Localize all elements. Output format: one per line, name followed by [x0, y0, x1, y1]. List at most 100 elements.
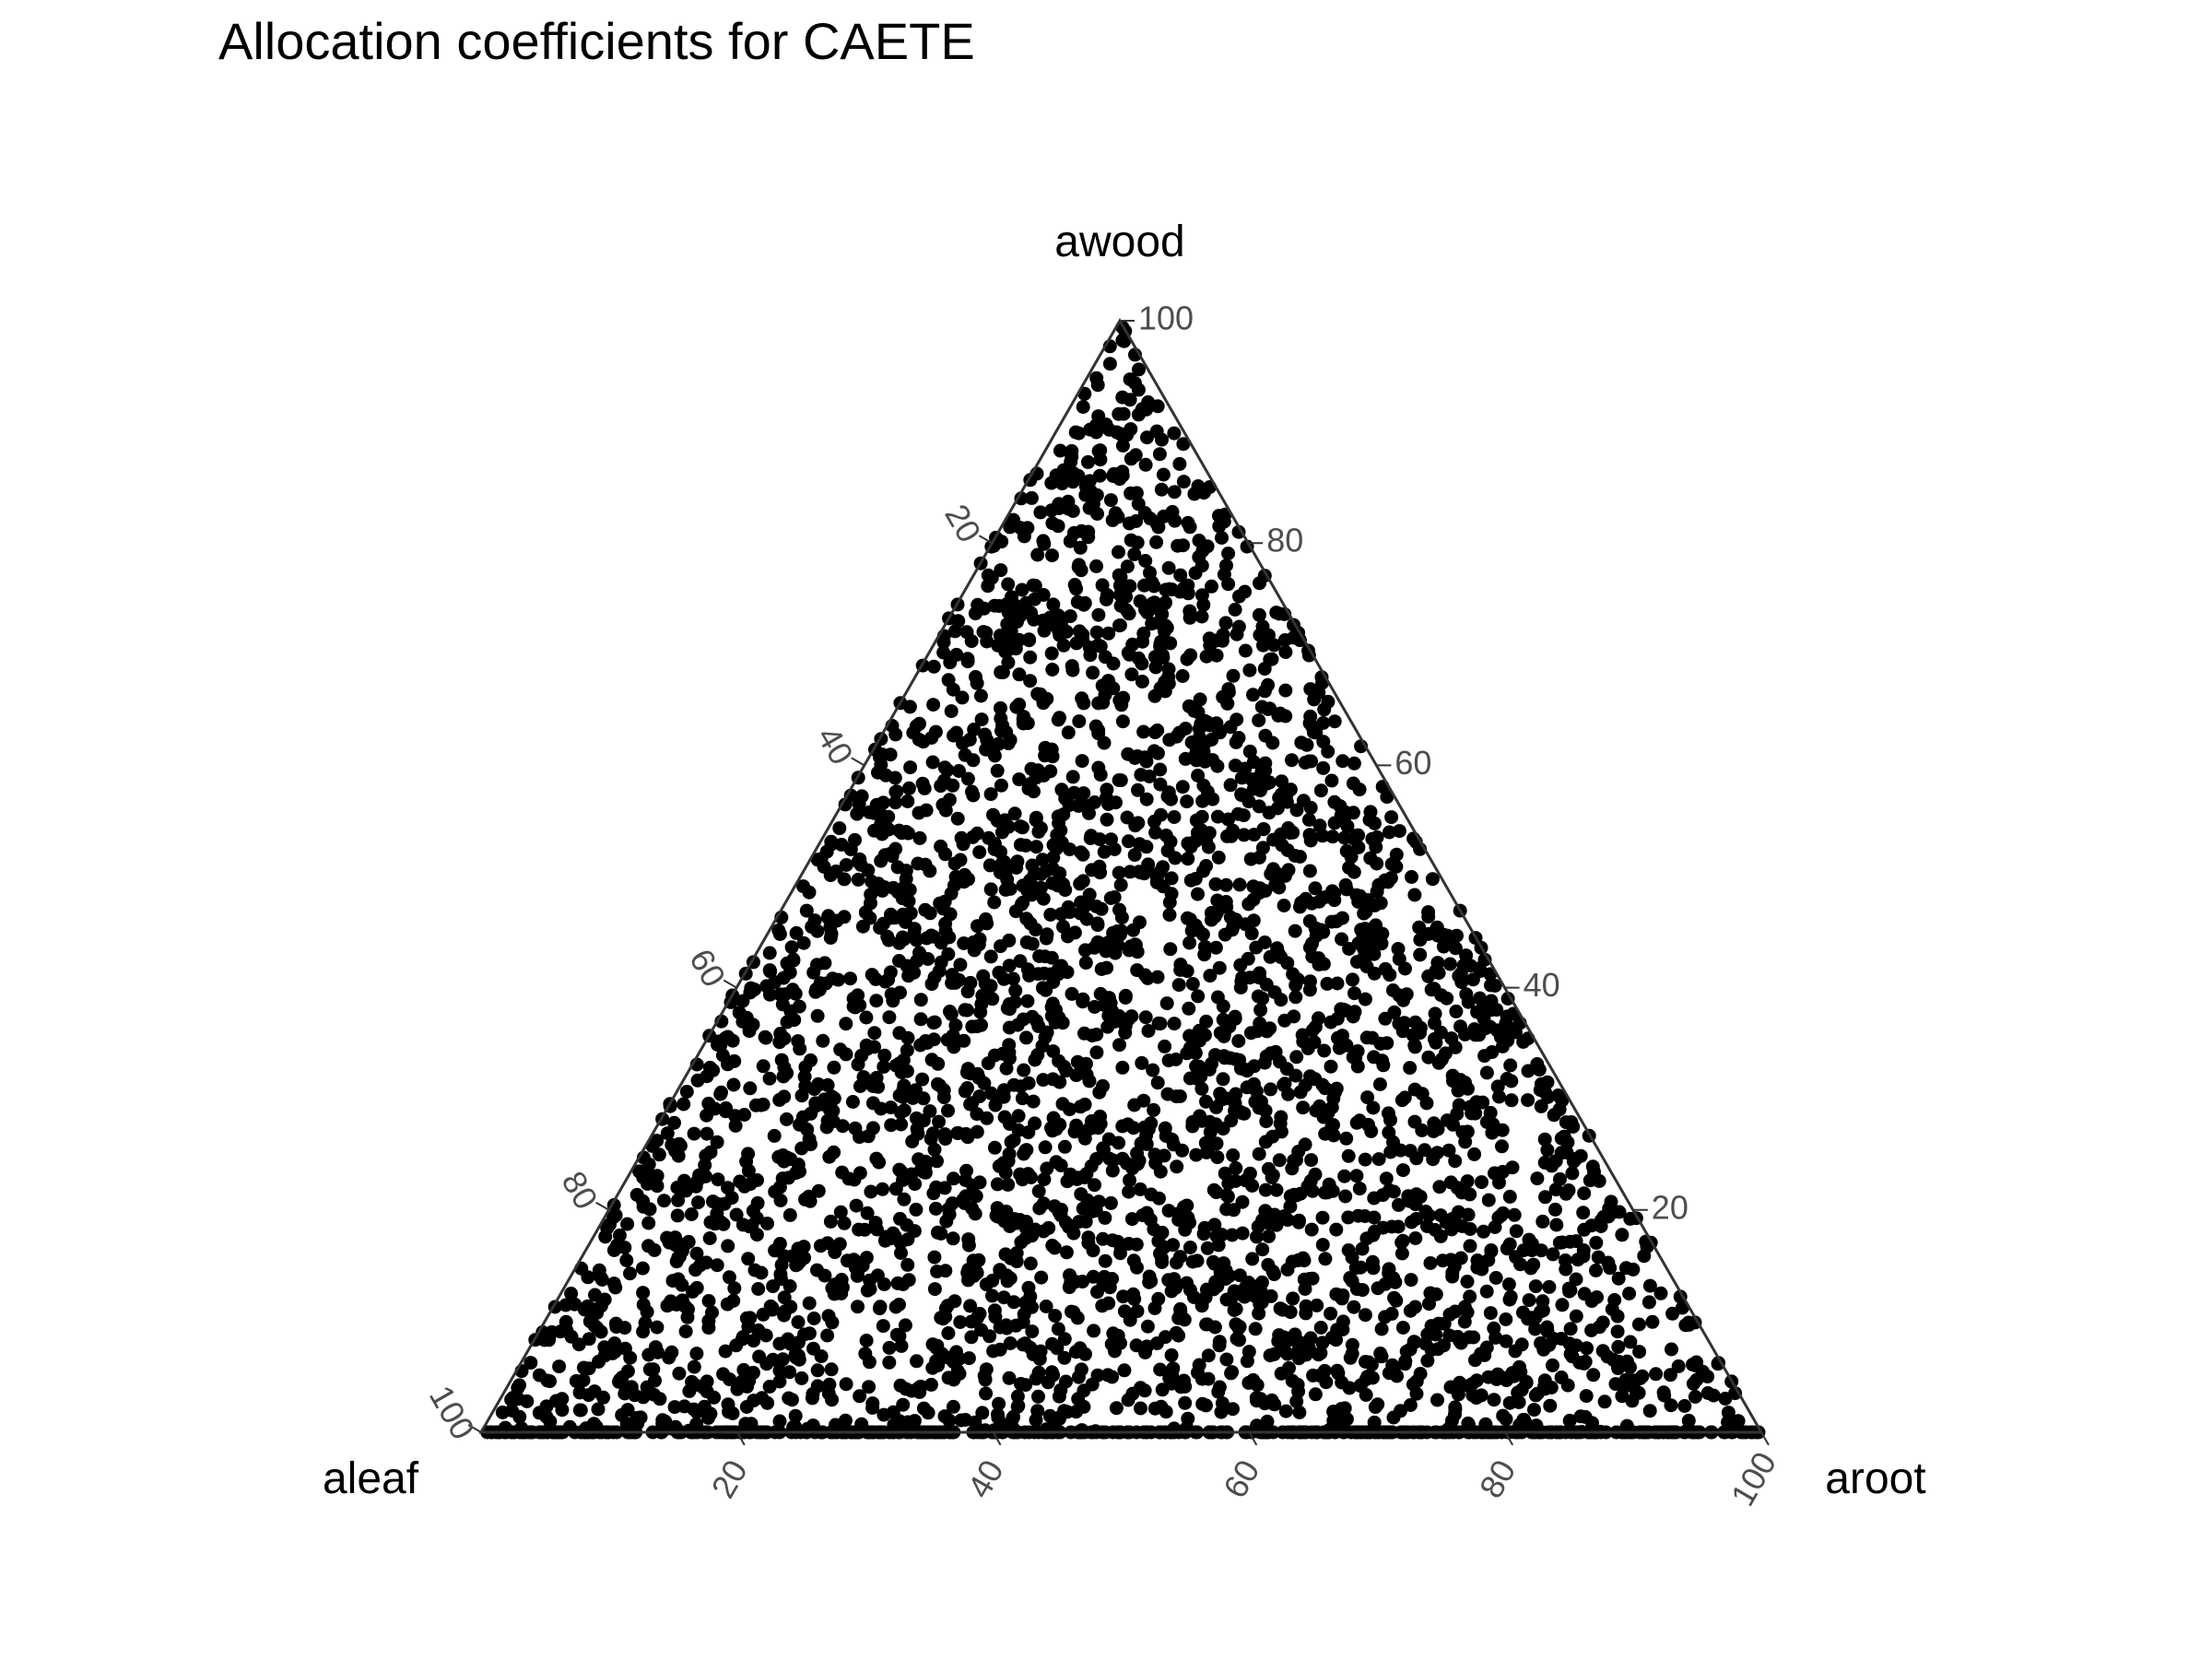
data-point: [850, 806, 865, 821]
data-point: [787, 1013, 802, 1028]
data-point: [1046, 597, 1061, 612]
data-point: [1374, 1349, 1389, 1364]
data-point: [744, 1417, 759, 1431]
data-point: [623, 1266, 637, 1281]
data-point: [970, 1124, 984, 1139]
data-point: [1002, 933, 1017, 947]
data-point: [1140, 430, 1154, 445]
data-point: [739, 1010, 754, 1025]
data-point: [852, 1222, 866, 1237]
data-point: [912, 830, 927, 845]
data-point: [1188, 1045, 1203, 1060]
data-point: [1569, 1234, 1583, 1249]
data-point: [1484, 1243, 1499, 1257]
data-point: [1127, 547, 1142, 561]
data-point: [1728, 1386, 1743, 1401]
data-point: [1226, 1402, 1240, 1417]
data-point: [805, 1391, 819, 1406]
data-point: [1252, 1306, 1266, 1321]
data-point: [1100, 812, 1114, 827]
data-point: [1029, 923, 1043, 937]
data-point: [1252, 1147, 1266, 1161]
data-point: [1370, 884, 1384, 899]
data-point: [1553, 1171, 1567, 1186]
data-point: [1338, 1189, 1353, 1204]
data-point: [862, 805, 877, 819]
data-point: [1123, 372, 1137, 387]
data-point: [938, 1310, 953, 1324]
data-point: [1201, 1348, 1216, 1363]
tick-label-aroot: 80: [1472, 1453, 1524, 1504]
data-point: [1209, 1136, 1224, 1151]
data-point: [1395, 1024, 1410, 1039]
data-point: [1653, 1286, 1668, 1300]
data-point: [1502, 1292, 1517, 1307]
data-point: [859, 1010, 874, 1025]
data-point: [839, 1377, 853, 1392]
data-point: [1089, 625, 1104, 640]
data-point: [1033, 505, 1048, 520]
data-point: [1112, 618, 1126, 633]
data-point: [756, 1097, 771, 1112]
data-point: [1664, 1398, 1678, 1413]
data-point: [1233, 1061, 1248, 1076]
data-point: [1241, 1345, 1256, 1359]
data-point: [889, 1327, 904, 1342]
data-point: [1622, 1287, 1637, 1300]
data-point: [1540, 1143, 1555, 1158]
data-point: [1196, 864, 1210, 878]
data-point: [539, 1399, 554, 1414]
data-point: [862, 1355, 877, 1370]
data-point: [930, 1154, 944, 1169]
data-point: [1443, 1253, 1458, 1267]
data-point: [1441, 1422, 1455, 1436]
data-point: [1177, 581, 1191, 595]
data-point: [1189, 1147, 1204, 1162]
data-point: [1166, 1238, 1181, 1253]
data-point: [623, 1350, 638, 1365]
data-point: [926, 698, 941, 712]
data-point: [901, 781, 916, 795]
data-point: [1219, 559, 1233, 573]
data-point: [1006, 1295, 1021, 1310]
data-point: [1013, 819, 1028, 834]
data-point: [641, 1174, 656, 1188]
data-point: [1052, 501, 1066, 515]
data-point: [1442, 957, 1457, 971]
data-point: [1394, 1093, 1409, 1108]
data-point: [1102, 357, 1117, 371]
data-point: [1273, 1054, 1287, 1069]
data-point: [1258, 1182, 1273, 1197]
data-point: [1354, 923, 1369, 937]
data-point: [1134, 768, 1148, 782]
data-point: [994, 700, 1007, 715]
data-point: [1177, 1312, 1192, 1327]
data-point: [1277, 1330, 1291, 1345]
data-point: [1301, 754, 1316, 769]
data-point: [1563, 1322, 1578, 1336]
data-point: [934, 779, 948, 794]
data-point: [793, 1254, 807, 1269]
data-point: [995, 718, 1010, 733]
data-point: [1465, 1106, 1479, 1121]
data-point: [1326, 1118, 1340, 1132]
data-point: [1139, 840, 1154, 854]
data-point: [1467, 1147, 1482, 1161]
data-point: [1194, 809, 1209, 824]
data-point: [810, 1379, 825, 1394]
data-point: [1248, 1322, 1263, 1336]
data-point: [685, 1285, 700, 1299]
data-point: [1253, 576, 1266, 591]
data-point: [1006, 512, 1020, 527]
data-point: [1091, 607, 1106, 622]
data-point: [1403, 1342, 1418, 1357]
data-point: [823, 1214, 838, 1229]
data-point: [1382, 825, 1396, 840]
data-point: [1092, 468, 1107, 483]
data-point: [1535, 1294, 1550, 1309]
data-point: [1170, 1159, 1184, 1174]
data-point: [1281, 863, 1296, 877]
data-point: [1172, 456, 1187, 471]
data-point: [1212, 1338, 1227, 1353]
data-point: [1305, 1183, 1320, 1198]
